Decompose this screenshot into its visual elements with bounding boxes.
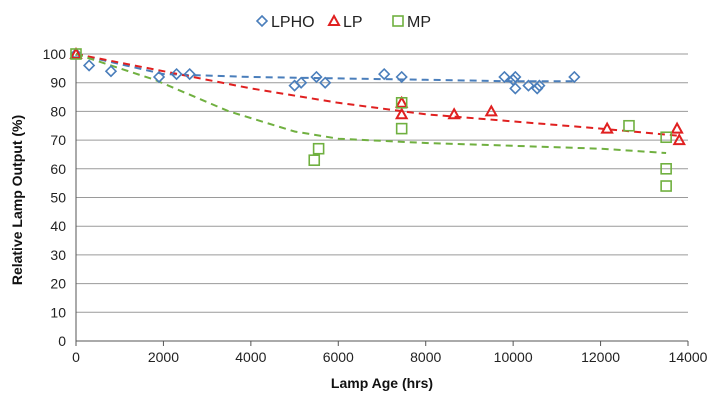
y-tick-label: 10 (50, 304, 66, 320)
gridlines (76, 53, 688, 313)
y-tick-label: 0 (58, 333, 66, 349)
axes: 0 10 20 30 40 50 60 70 80 90 100 0 2000 4000 6000 8000 1… (43, 46, 708, 365)
data-point-lpho (522, 79, 535, 92)
legend-marker-mp (392, 15, 404, 27)
y-tick-label: 50 (50, 190, 66, 206)
data-point-mp (623, 119, 635, 132)
data-point-mp (660, 180, 672, 192)
data-point-lp (394, 95, 409, 108)
trendline-lp (75, 53, 680, 137)
x-tick-label: 0 (72, 349, 80, 365)
data-point-mp (308, 154, 321, 166)
data-point-mp (395, 122, 408, 135)
x-axis-title: Lamp Age (hrs) (331, 375, 433, 391)
legend-label-mp: MP (407, 14, 431, 31)
y-tick-label: 60 (50, 161, 66, 177)
data-point-lpho (319, 76, 332, 89)
legend: LPHO LP MP (255, 13, 431, 31)
data-point-mp (660, 131, 672, 144)
data-point-lpho (395, 70, 408, 84)
data-point-lpho (152, 70, 166, 84)
data-point-mp (395, 96, 408, 109)
legend-marker-lp (327, 13, 341, 26)
data-point-lpho (82, 59, 96, 72)
data-point-lpho (310, 70, 323, 84)
data-point-lp (600, 121, 614, 134)
trendline-mp (75, 53, 667, 154)
y-tick-label: 90 (50, 75, 66, 91)
data-point-mp (660, 163, 672, 175)
data-point-lpho (294, 76, 308, 89)
data-point-lpho (568, 70, 581, 84)
y-tick-label: 30 (50, 247, 66, 263)
data-point-lp (69, 46, 83, 59)
legend-label-lp: LP (343, 14, 363, 31)
x-tick-label: 10000 (494, 349, 533, 365)
y-tick-label: 80 (50, 103, 66, 119)
data-point-lp (672, 133, 686, 146)
data-point-lpho (378, 67, 391, 81)
y-tick-label: 100 (43, 46, 67, 62)
x-tick-label: 14000 (669, 349, 708, 365)
data-point-mp (312, 142, 325, 155)
x-tick-label: 6000 (323, 349, 354, 365)
data-points (69, 46, 686, 192)
trendlines (75, 53, 680, 154)
data-point-lpho (183, 67, 196, 81)
y-tick-label: 20 (50, 276, 66, 292)
y-tick-label: 70 (50, 132, 66, 148)
legend-marker-lpho (255, 14, 269, 28)
y-tick-label: 40 (50, 218, 66, 234)
x-tick-label: 2000 (148, 349, 179, 365)
y-axis-title: Relative Lamp Output (%) (9, 115, 25, 285)
data-point-lp (447, 107, 461, 120)
trendline-lpho (75, 53, 575, 83)
data-point-lpho (531, 82, 544, 95)
x-tick-label: 8000 (410, 349, 441, 365)
data-point-lp (394, 107, 409, 120)
data-point-mp (70, 48, 82, 60)
data-point-lp (484, 104, 498, 117)
x-tick-label: 12000 (581, 349, 620, 365)
data-point-lpho (533, 79, 546, 92)
x-tick-label: 4000 (235, 349, 266, 365)
data-point-lp (670, 121, 684, 134)
data-point-lpho (104, 65, 118, 78)
data-point-lpho (170, 67, 183, 81)
legend-label-lpho: LPHO (271, 14, 315, 31)
data-point-lpho (498, 70, 511, 84)
data-point-lpho (509, 82, 522, 95)
data-point-lpho (509, 70, 522, 84)
